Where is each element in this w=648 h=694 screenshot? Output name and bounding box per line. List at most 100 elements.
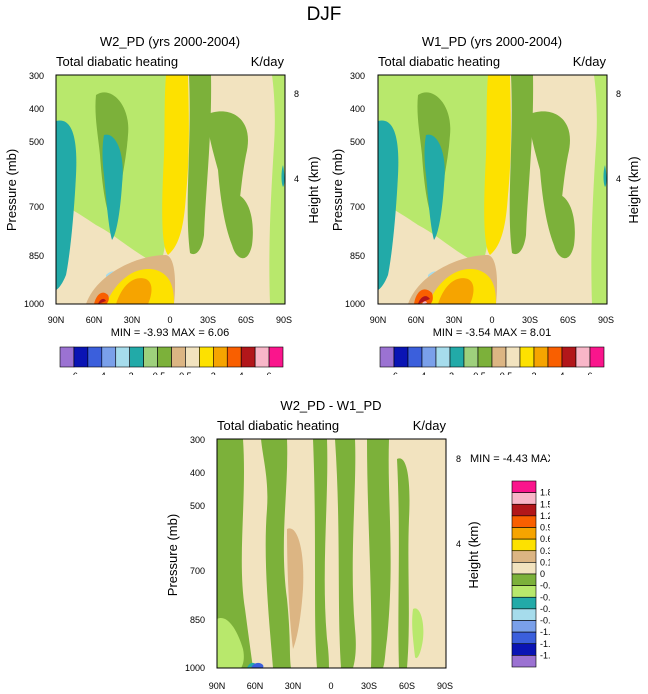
contour-green-60s xyxy=(397,458,410,668)
panel-subtitle-right: K/day xyxy=(573,54,607,69)
colorbar-label: 1.2 xyxy=(540,511,550,521)
colorbar-swatch xyxy=(511,527,537,540)
contour-lightgreen-60s xyxy=(412,608,424,659)
contour-green-60s xyxy=(547,193,575,259)
y-tick-label: 700 xyxy=(190,566,205,576)
contour-blue-surface xyxy=(251,662,264,668)
x-tick-label: 60S xyxy=(238,315,254,325)
x-tick-label: 60N xyxy=(86,315,103,325)
stats-label: MIN = -3.93 MAX = 6.06 xyxy=(111,327,230,339)
y-tick-label: 400 xyxy=(29,104,44,114)
colorbar-label: 1.8 xyxy=(540,488,550,498)
plot-frame xyxy=(55,74,286,305)
colorbar-swatch xyxy=(511,538,537,552)
colorbar-label: -6 xyxy=(70,371,78,375)
colorbar-swatch xyxy=(73,346,89,368)
colorbar-label: -0.5 xyxy=(150,371,166,375)
colorbar-swatch xyxy=(511,596,537,610)
y-tick-label: 300 xyxy=(350,71,365,81)
colorbar-label: 0.1 xyxy=(540,557,550,567)
colorbar-label: 0.5 xyxy=(500,371,513,375)
x-tick-label: 0 xyxy=(489,315,494,325)
contour-green-60n-band xyxy=(217,439,253,668)
colorbar-swatch xyxy=(533,346,549,368)
colorbar-swatch xyxy=(87,346,103,368)
contour-green-eq xyxy=(313,439,329,668)
y-tick-label: 850 xyxy=(29,251,44,261)
colorbar: -6 -4 -2 -0.5 0.5 2 4 6 xyxy=(379,346,605,375)
y-axis-left: 300 400 500 700 850 1000 Pressure (mb) xyxy=(4,71,44,309)
figure-title: DJF xyxy=(306,4,342,25)
colorbar-swatch xyxy=(511,503,537,517)
contour-tan-30n xyxy=(287,528,304,649)
x-tick-label: 90N xyxy=(370,315,387,325)
colorbar-swatch xyxy=(407,346,423,368)
contour-green-south xyxy=(591,75,607,304)
contour-lightgreen-lower xyxy=(217,618,244,668)
colorbar-swatch xyxy=(589,346,605,368)
y-right-tick-label: 8 xyxy=(456,454,461,464)
colorbar-label: 0.5 xyxy=(179,371,192,375)
colorbar-swatch xyxy=(101,346,117,368)
contour-green-tropics xyxy=(464,75,478,255)
contour-yellow-tropics xyxy=(484,75,511,255)
x-tick-label: 30N xyxy=(446,315,463,325)
x-axis: 90N 60N 30N 0 30S 60S 90S xyxy=(48,315,292,325)
x-axis: 90N 60N 30N 0 30S 60S 90S xyxy=(209,681,453,691)
x-tick-label: 90S xyxy=(598,315,614,325)
colorbar-swatch xyxy=(226,346,242,368)
contour-darkred-core xyxy=(98,298,106,304)
plot-frame xyxy=(216,438,447,669)
colorbar-label: 0.9 xyxy=(540,523,550,533)
y-tick-label: 700 xyxy=(29,202,44,212)
contour-yellow-tropics xyxy=(162,75,189,255)
panel-subtitle-right: K/day xyxy=(251,54,285,69)
colorbar-label: 2 xyxy=(531,371,536,375)
colorbar-swatch xyxy=(157,346,172,368)
colorbar-swatch xyxy=(115,346,130,368)
y-tick-label: 1000 xyxy=(345,299,365,309)
panel-subtitle-left: Total diabatic heating xyxy=(217,418,339,433)
colorbar-swatch xyxy=(511,655,537,668)
panel-difference: W2_PD - W1_PD Total diabatic heating K/d… xyxy=(165,398,550,691)
panel-subtitle-left: Total diabatic heating xyxy=(378,54,500,69)
plot-area xyxy=(55,74,286,305)
colorbar-label: 4 xyxy=(559,371,564,375)
colorbar-swatch xyxy=(511,620,537,633)
panel-subtitle-right: K/day xyxy=(413,418,447,433)
plot-area xyxy=(216,438,447,669)
colorbar-label: -0.9 xyxy=(540,616,550,626)
colorbar-label: -6 xyxy=(390,371,398,375)
y-axis-left: 300 400 500 700 850 1000 Pressure (mb) xyxy=(330,71,365,309)
colorbar-swatch xyxy=(199,346,214,368)
contour-darkred-core xyxy=(418,296,430,304)
contour-pink-core xyxy=(422,301,427,304)
y-tick-label: 500 xyxy=(29,137,44,147)
colorbar-label: -0.1 xyxy=(540,581,550,591)
colorbar-swatch xyxy=(213,346,228,368)
plot-background xyxy=(217,439,446,668)
contour-green-mid xyxy=(187,75,212,255)
x-tick-label: 30S xyxy=(522,315,538,325)
y-right-tick-label: 4 xyxy=(616,174,621,184)
colorbar-swatch xyxy=(511,608,537,621)
x-tick-label: 60S xyxy=(399,681,415,691)
x-tick-label: 60N xyxy=(408,315,425,325)
colorbar-label: -4 xyxy=(98,371,106,375)
colorbar-label: -4 xyxy=(418,371,426,375)
contour-green-south xyxy=(269,75,285,304)
panel-title: W2_PD (yrs 2000-2004) xyxy=(100,34,240,49)
y-tick-label: 850 xyxy=(350,251,365,261)
y-tick-label: 300 xyxy=(29,71,44,81)
y-right-axis-label: Height (km) xyxy=(626,156,641,223)
x-tick-label: 30N xyxy=(285,681,302,691)
contour-green-tropics xyxy=(142,75,156,255)
x-tick-label: 60N xyxy=(247,681,264,691)
colorbar-label: -1.5 xyxy=(540,639,550,649)
y-tick-label: 500 xyxy=(190,501,205,511)
colorbar-label: -2 xyxy=(446,371,454,375)
colorbar-swatch xyxy=(379,346,395,368)
y-tick-label: 300 xyxy=(190,435,205,445)
y-right-tick-label: 8 xyxy=(616,89,621,99)
x-tick-label: 30S xyxy=(361,681,377,691)
